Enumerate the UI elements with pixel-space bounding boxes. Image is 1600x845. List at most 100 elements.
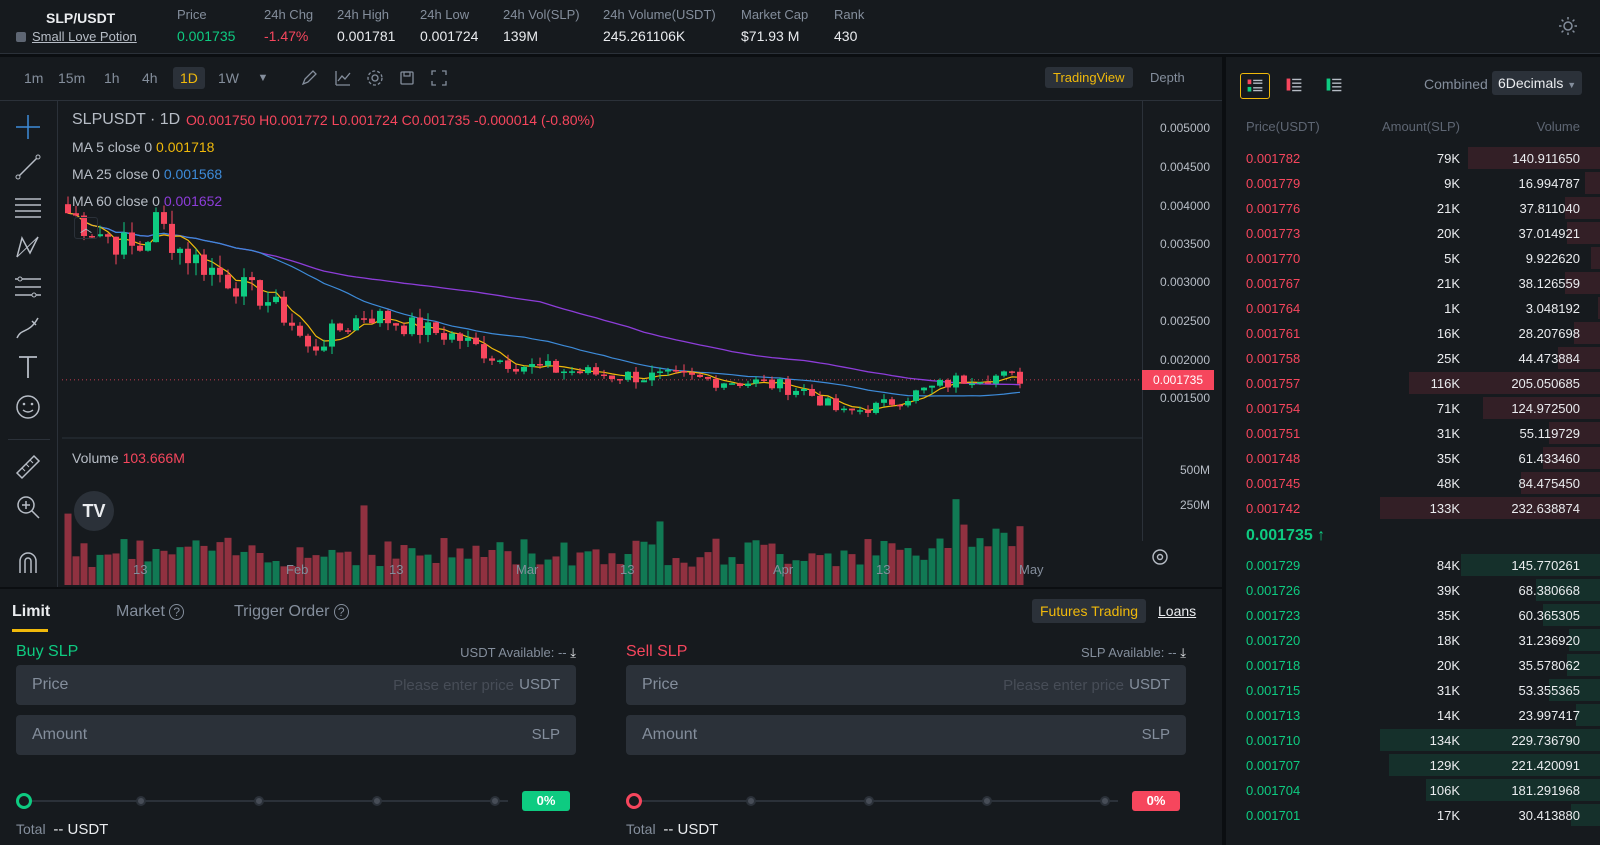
bid-row[interactable]: 0.001707 129K 221.420091 <box>1226 754 1600 779</box>
bid-row[interactable]: 0.001723 35K 60.365305 <box>1226 604 1600 629</box>
candlestick-chart[interactable]: SLPUSDT · 1D O0.001750 H0.001772 L0.0017… <box>62 101 1142 587</box>
ask-row[interactable]: 0.001764 1K 3.048192 <box>1226 297 1600 322</box>
settings-gear-icon[interactable] <box>366 69 384 87</box>
bid-row[interactable]: 0.001701 17K 30.413880 <box>1226 804 1600 829</box>
slider-step[interactable] <box>136 796 146 806</box>
magnet-icon[interactable] <box>14 547 42 575</box>
timeframe-15m[interactable]: 15m <box>58 70 86 86</box>
candle <box>393 323 399 326</box>
emoji-icon[interactable] <box>14 393 42 421</box>
ask-row[interactable]: 0.001773 20K 37.014921 <box>1226 222 1600 247</box>
ask-row[interactable]: 0.001751 31K 55.119729 <box>1226 422 1600 447</box>
volume-bar <box>784 563 792 585</box>
ask-row[interactable]: 0.001745 48K 84.475450 <box>1226 472 1600 497</box>
timeframe-1h[interactable]: 1h <box>104 70 120 86</box>
help-icon[interactable]: ? <box>333 604 349 620</box>
ask-row[interactable]: 0.001767 21K 38.126559 <box>1226 272 1600 297</box>
timeframe-1w[interactable]: 1W <box>218 70 239 86</box>
slider-step[interactable] <box>1100 796 1110 806</box>
draw-pen-icon[interactable] <box>300 69 318 87</box>
bid-row[interactable]: 0.001710 134K 229.736790 <box>1226 729 1600 754</box>
help-icon[interactable]: ? <box>169 604 185 620</box>
coin-icon <box>16 31 26 42</box>
slider-step[interactable] <box>746 796 756 806</box>
pair-name-link[interactable]: Small Love Potion <box>32 29 137 44</box>
slider-step[interactable] <box>864 796 874 806</box>
buy-amount-input[interactable] <box>344 723 514 747</box>
bid-row[interactable]: 0.001715 31K 53.355365 <box>1226 679 1600 704</box>
ask-row[interactable]: 0.001757 116K 205.050685 <box>1226 372 1600 397</box>
buy-price-input[interactable] <box>344 673 514 697</box>
slider-handle[interactable] <box>626 793 642 809</box>
tradingview-button[interactable]: TradingView <box>1045 67 1133 88</box>
bid-row[interactable]: 0.001720 18K 31.236920 <box>1226 629 1600 654</box>
indicator-icon[interactable] <box>334 69 352 87</box>
crosshair-icon[interactable] <box>14 113 42 141</box>
timeframe-1m[interactable]: 1m <box>24 70 44 86</box>
timeframe-4h[interactable]: 4h <box>142 70 158 86</box>
timeframe-dropdown-icon[interactable]: ▼ <box>257 72 269 84</box>
slider-step[interactable] <box>490 796 500 806</box>
tab-market[interactable]: Market ? <box>116 603 185 621</box>
row-volume: 53.355365 <box>1518 683 1580 698</box>
futures-trading-button[interactable]: Futures Trading <box>1032 599 1147 623</box>
ask-row[interactable]: 0.001758 25K 44.473884 <box>1226 347 1600 372</box>
volume-bar <box>416 555 424 585</box>
tab-limit[interactable]: Limit <box>12 603 51 620</box>
brush-icon[interactable] <box>14 313 42 341</box>
ask-row[interactable]: 0.001754 71K 124.972500 <box>1226 397 1600 422</box>
fullscreen-icon[interactable] <box>430 69 448 87</box>
trend-line-icon[interactable] <box>14 153 42 181</box>
chart-settings-icon[interactable] <box>1150 547 1170 567</box>
text-tool-icon[interactable] <box>14 353 42 381</box>
bid-row[interactable]: 0.001704 106K 181.291968 <box>1226 779 1600 804</box>
bid-row[interactable]: 0.001718 20K 35.578062 <box>1226 654 1600 679</box>
pattern-icon[interactable] <box>14 233 42 261</box>
book-asks-view-icon[interactable] <box>1280 73 1310 99</box>
decimals-select[interactable]: 6Decimals ▼ <box>1492 71 1583 95</box>
ask-row[interactable]: 0.001761 16K 28.207698 <box>1226 322 1600 347</box>
deposit-icon[interactable]: ⤓ <box>570 645 576 660</box>
sell-price-input[interactable] <box>954 673 1124 697</box>
ma5-legend: MA 5 close 0 0.001718 <box>72 139 214 155</box>
book-both-view-icon[interactable] <box>1240 73 1270 99</box>
pair-subtitle[interactable]: Small Love Potion <box>16 29 137 44</box>
depth-button[interactable]: Depth <box>1150 70 1185 85</box>
candle <box>681 371 687 373</box>
bid-row[interactable]: 0.001713 14K 23.997417 <box>1226 704 1600 729</box>
buy-percent-slider[interactable]: 0% <box>16 791 576 811</box>
deposit-icon[interactable]: ⤓ <box>1180 645 1186 660</box>
loans-link[interactable]: Loans <box>1158 603 1197 619</box>
bid-row[interactable]: 0.001726 39K 68.380668 <box>1226 579 1600 604</box>
ask-row[interactable]: 0.001776 21K 37.811040 <box>1226 197 1600 222</box>
slider-step[interactable] <box>372 796 382 806</box>
ask-row[interactable]: 0.001782 79K 140.911650 <box>1226 147 1600 172</box>
save-icon[interactable] <box>398 69 416 87</box>
sell-percent-slider[interactable]: 0% <box>626 791 1186 811</box>
buy-price-field[interactable]: Price USDT <box>16 665 576 705</box>
pair-title[interactable]: SLP/USDT <box>46 10 116 26</box>
timeframe-1d[interactable]: 1D <box>173 67 205 89</box>
ask-row[interactable]: 0.001748 35K 61.433460 <box>1226 447 1600 472</box>
ask-row[interactable]: 0.001770 5K 9.922620 <box>1226 247 1600 272</box>
fib-icon[interactable] <box>14 273 42 301</box>
tradingview-logo-icon[interactable]: TV <box>74 491 114 531</box>
slider-step[interactable] <box>982 796 992 806</box>
slider-step[interactable] <box>254 796 264 806</box>
collapse-legend-icon[interactable]: ︿ <box>74 217 98 239</box>
theme-toggle-icon[interactable] <box>1558 16 1578 36</box>
slider-handle[interactable] <box>16 793 32 809</box>
buy-amount-field[interactable]: Amount SLP <box>16 715 576 755</box>
zoom-in-icon[interactable] <box>14 493 42 521</box>
sell-amount-input[interactable] <box>954 723 1124 747</box>
tab-trigger-order[interactable]: Trigger Order ? <box>234 603 349 621</box>
book-bids-view-icon[interactable] <box>1320 73 1350 99</box>
ask-row[interactable]: 0.001779 9K 16.994787 <box>1226 172 1600 197</box>
sell-price-field[interactable]: Price USDT <box>626 665 1186 705</box>
price-tick: 0.004500 <box>1159 160 1210 174</box>
ask-row[interactable]: 0.001742 133K 232.638874 <box>1226 497 1600 522</box>
bid-row[interactable]: 0.001729 84K 145.770261 <box>1226 554 1600 579</box>
ruler-icon[interactable] <box>14 453 42 481</box>
horizontal-lines-icon[interactable] <box>14 193 42 221</box>
sell-amount-field[interactable]: Amount SLP <box>626 715 1186 755</box>
